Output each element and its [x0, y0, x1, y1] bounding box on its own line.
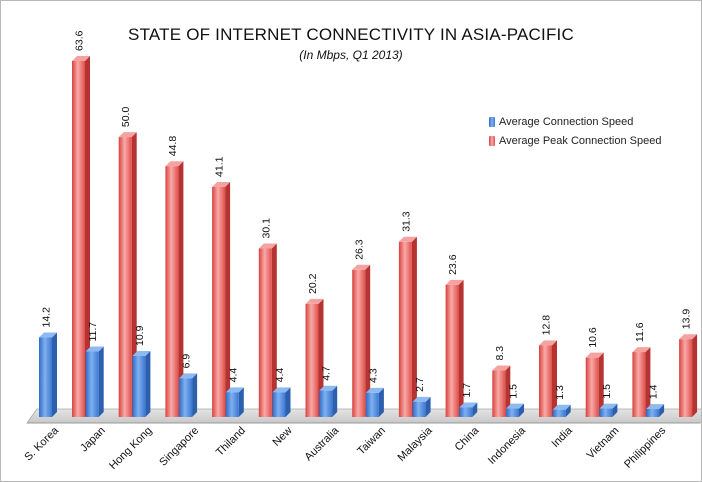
bar-average-1	[85, 346, 104, 417]
category-label-0: S. Korea	[22, 424, 61, 463]
category-label-8: Malaysia	[396, 424, 436, 464]
legend-swatch-average	[489, 116, 495, 127]
value-label-average-10: 1.5	[508, 384, 520, 399]
legend-item-peak: Average Peak Connection Speed	[489, 131, 661, 150]
value-label-peak-2: 44.8	[167, 136, 179, 157]
bar-average-8	[412, 396, 431, 417]
bar-peak-12	[632, 347, 651, 417]
bar-peak-0	[72, 56, 90, 417]
legend-label-average: Average Connection Speed	[499, 115, 634, 128]
value-label-average-5: 4.4	[274, 368, 286, 383]
category-label-10: Indonesia	[486, 424, 529, 467]
category-label-9: China	[453, 424, 482, 453]
value-label-peak-8: 23.6	[447, 254, 459, 275]
category-label-11: India	[549, 424, 575, 450]
bar-peak-4	[258, 243, 277, 417]
value-label-average-7: 4.3	[367, 368, 379, 383]
bar-average-0	[39, 332, 57, 417]
bar-peak-11	[585, 352, 604, 417]
bar-average-5	[272, 387, 291, 417]
value-label-average-12: 1.5	[601, 384, 613, 399]
category-label-12: Vietnam	[585, 425, 622, 462]
value-label-peak-10: 12.8	[541, 315, 553, 336]
value-label-average-9: 1.7	[461, 383, 473, 398]
bar-average-7	[365, 387, 384, 417]
bar-peak-5	[305, 298, 324, 417]
bar-peak-1	[118, 132, 137, 417]
bar-average-9	[459, 402, 478, 417]
bar-peak-10	[539, 340, 557, 417]
legend-label-peak: Average Peak Connection Speed	[499, 134, 662, 147]
bar-average-2	[132, 350, 151, 417]
category-label-5: New	[271, 425, 295, 449]
chart-subtitle: (In Mbps, Q1 2013)	[299, 48, 403, 62]
value-label-peak-6: 26.3	[354, 239, 366, 260]
value-label-average-13: 1.4	[648, 384, 660, 399]
category-label-7: Taiwan	[355, 425, 388, 458]
category-label-3: Singapore	[157, 425, 201, 469]
bar-average-13	[646, 404, 665, 417]
value-label-average-11: 1.3	[554, 385, 566, 400]
bar-average-10	[506, 403, 524, 417]
value-label-peak-0: 63.6	[74, 30, 86, 51]
value-label-peak-7: 31.3	[400, 211, 412, 232]
value-label-peak-13: 13.9	[681, 309, 693, 330]
legend-swatch-peak	[489, 135, 495, 146]
value-label-average-0: 14.2	[41, 307, 53, 328]
value-label-average-6: 4.7	[321, 366, 333, 381]
category-label-13: Philippines	[622, 424, 668, 470]
category-label-1: Japan	[78, 425, 108, 455]
chart-title: STATE OF INTERNET CONNECTIVITY IN ASIA-P…	[128, 25, 574, 44]
legend-item-average: Average Connection Speed	[489, 112, 661, 131]
value-label-average-8: 2.7	[414, 377, 426, 392]
value-label-peak-12: 11.6	[634, 322, 646, 342]
bar-average-4	[225, 387, 244, 417]
bar-average-3	[179, 373, 198, 417]
value-label-peak-11: 10.6	[587, 327, 599, 348]
bar-peak-8	[445, 279, 464, 417]
bar-average-11	[552, 404, 571, 417]
value-label-average-1: 11.7	[87, 322, 99, 342]
value-label-peak-9: 8.3	[494, 346, 506, 361]
bar-average-12	[599, 403, 618, 417]
bar-average-6	[319, 385, 338, 417]
category-label-6: Australia	[303, 424, 342, 463]
bar-peak-9	[492, 365, 511, 417]
category-label-4: Thiland	[214, 425, 248, 459]
bar-peak-2	[165, 161, 184, 417]
bar-peak-3	[212, 181, 231, 417]
bar-peak-6	[352, 264, 371, 417]
value-label-peak-3: 41.1	[214, 156, 226, 177]
value-label-peak-5: 20.2	[307, 273, 319, 294]
value-label-average-3: 6.9	[181, 354, 193, 369]
value-label-peak-1: 50.0	[120, 107, 132, 128]
value-label-average-4: 4.4	[227, 368, 239, 383]
category-label-2: Hong Kong	[107, 425, 154, 472]
value-label-average-2: 10.9	[134, 325, 146, 346]
value-label-peak-4: 30.1	[260, 218, 272, 239]
bar-peak-13	[679, 334, 698, 417]
legend: Average Connection Speed Average Peak Co…	[489, 112, 661, 150]
bar-peak-7	[398, 236, 417, 417]
